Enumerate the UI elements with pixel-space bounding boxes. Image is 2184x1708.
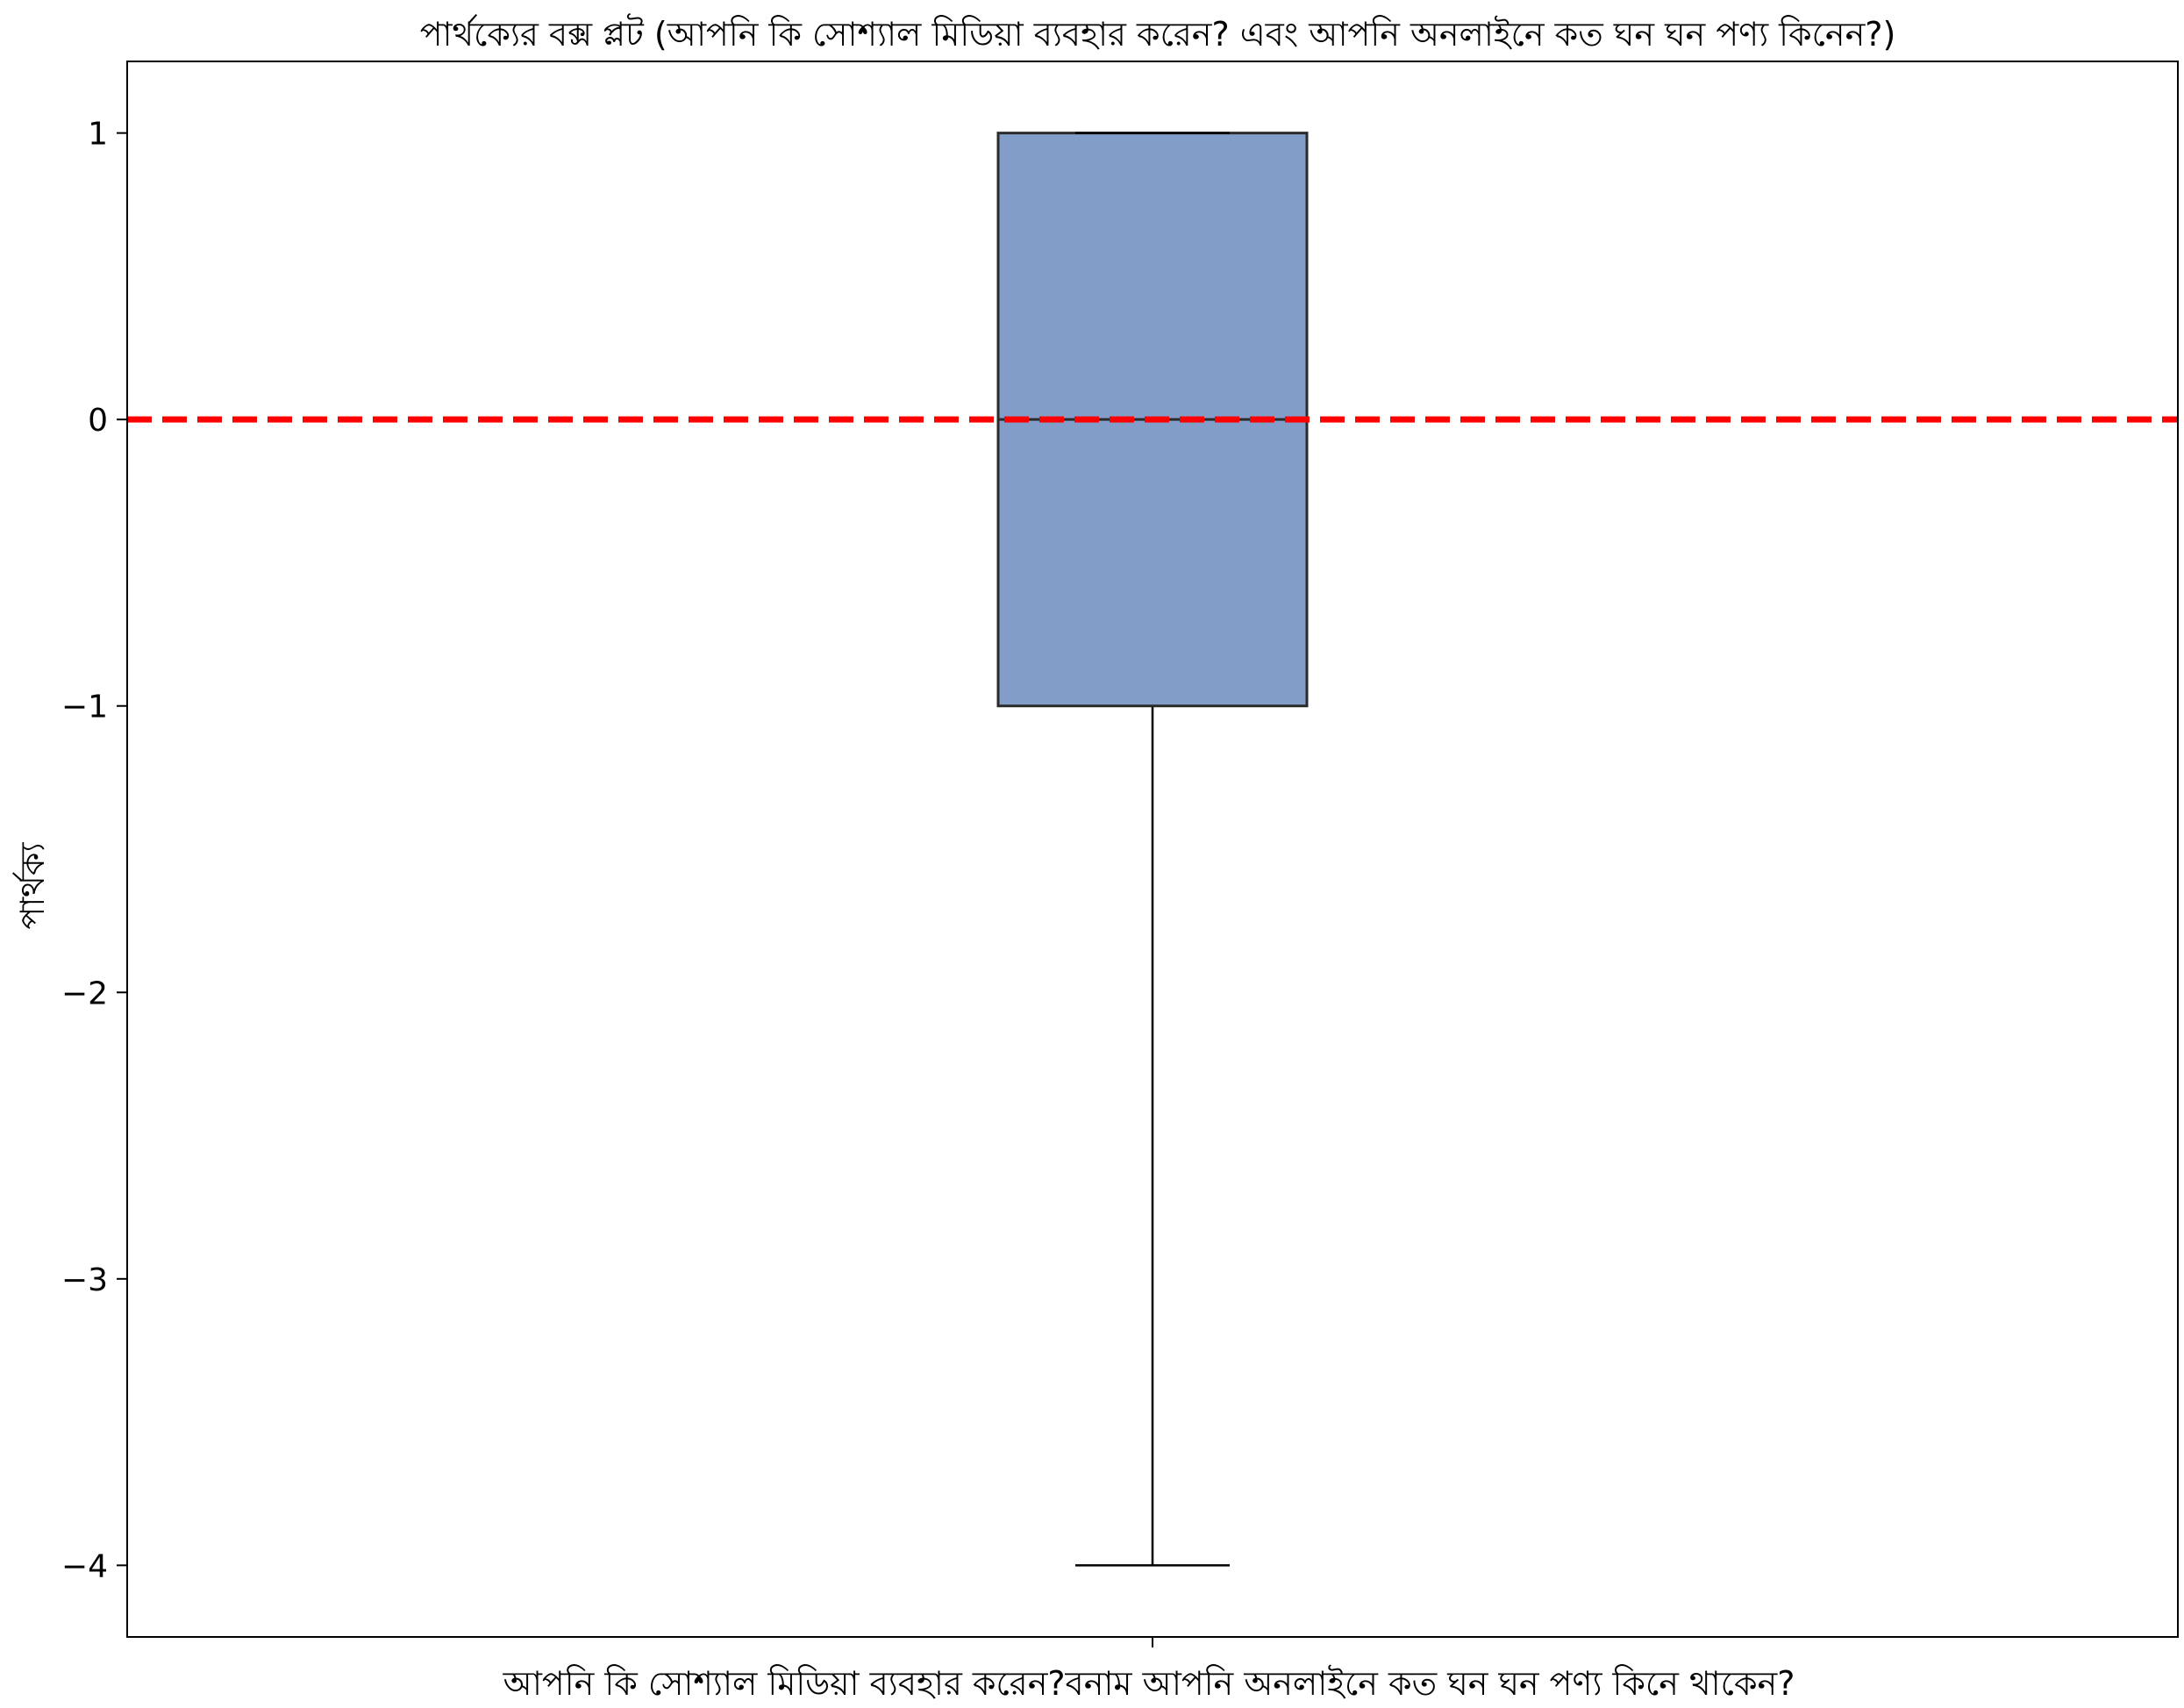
chart-title: পার্থক্যের বক্স প্লট (আপনি কি সোশ্যাল মি… (420, 13, 1896, 54)
y-tick-label: 0 (88, 403, 108, 439)
y-tick-label: 1 (88, 117, 108, 153)
y-tick-label: −3 (61, 1262, 108, 1298)
x-axis-label: আপনি কি সোশ্যাল মিডিয়া ব্যবহার করেন?বনা… (503, 1664, 1795, 1703)
y-axis: 1 0 −1 −2 −3 −4 (61, 117, 127, 1584)
y-axis-label: পার্থক্য (12, 842, 52, 930)
y-tick-label: −4 (61, 1548, 108, 1584)
plot-area (127, 132, 2178, 1567)
y-tick-label: −1 (61, 690, 108, 725)
plot-frame (126, 61, 2179, 1638)
y-tick-label: −2 (61, 975, 108, 1011)
